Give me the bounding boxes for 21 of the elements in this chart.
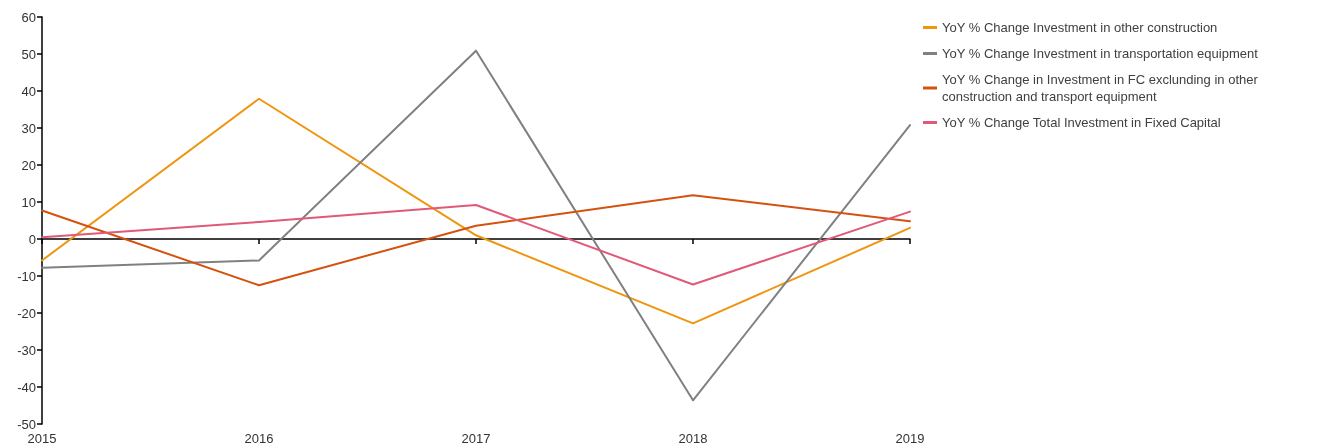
y-tick-label: 10 [21, 194, 36, 210]
y-tick-label: -40 [17, 379, 36, 395]
y-tick-label: -10 [17, 268, 36, 284]
y-tick-label: -20 [17, 305, 36, 321]
x-tick-label: 2019 [895, 431, 925, 445]
x-tick-label: 2016 [244, 431, 274, 445]
legend-label: YoY % Change in Investment in FC exclunding in other construction and transport equipment [942, 72, 1262, 104]
y-tick-label: 50 [21, 46, 36, 62]
x-tick-label: 2017 [461, 431, 491, 445]
y-tick-label: 60 [21, 9, 36, 25]
y-tick-label: -30 [17, 342, 36, 358]
legend-label: YoY % Change Total Investment in Fixed Capital [942, 115, 1221, 130]
x-tick-label: 2015 [27, 431, 57, 445]
y-tick-label: 0 [28, 231, 36, 247]
y-tick-label: 20 [21, 157, 36, 173]
y-tick-label: 40 [21, 83, 36, 99]
legend-label: YoY % Change Investment in other construction [942, 20, 1218, 35]
legend-label: YoY % Change Investment in transportation equipment [942, 46, 1259, 61]
x-tick-label: 2018 [678, 431, 708, 445]
y-tick-label: 30 [21, 120, 36, 136]
y-tick-label: -50 [17, 416, 36, 432]
